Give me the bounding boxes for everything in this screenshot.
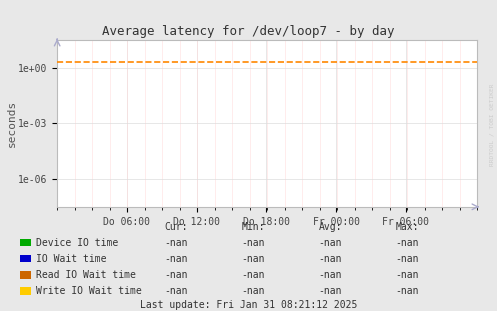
Text: -nan: -nan xyxy=(319,286,342,296)
Text: -nan: -nan xyxy=(396,254,419,264)
Text: Max:: Max: xyxy=(396,222,419,232)
Text: Average latency for /dev/loop7 - by day: Average latency for /dev/loop7 - by day xyxy=(102,25,395,38)
Text: -nan: -nan xyxy=(396,238,419,248)
Text: -nan: -nan xyxy=(242,238,265,248)
Text: Last update: Fri Jan 31 08:21:12 2025: Last update: Fri Jan 31 08:21:12 2025 xyxy=(140,300,357,310)
Text: -nan: -nan xyxy=(242,286,265,296)
Text: -nan: -nan xyxy=(165,238,188,248)
Text: Device IO time: Device IO time xyxy=(36,238,118,248)
Text: -nan: -nan xyxy=(396,286,419,296)
Text: RRDTOOL / TOBI OETIKER: RRDTOOL / TOBI OETIKER xyxy=(490,83,495,166)
Text: Cur:: Cur: xyxy=(165,222,188,232)
Y-axis label: seconds: seconds xyxy=(6,100,17,147)
Text: Avg:: Avg: xyxy=(319,222,342,232)
Text: IO Wait time: IO Wait time xyxy=(36,254,106,264)
Text: Write IO Wait time: Write IO Wait time xyxy=(36,286,142,296)
Text: -nan: -nan xyxy=(396,270,419,280)
Text: -nan: -nan xyxy=(165,270,188,280)
Text: -nan: -nan xyxy=(242,270,265,280)
Text: -nan: -nan xyxy=(165,286,188,296)
Text: -nan: -nan xyxy=(165,254,188,264)
Text: Min:: Min: xyxy=(242,222,265,232)
Text: Read IO Wait time: Read IO Wait time xyxy=(36,270,136,280)
Text: -nan: -nan xyxy=(319,238,342,248)
Text: -nan: -nan xyxy=(319,254,342,264)
Text: -nan: -nan xyxy=(242,254,265,264)
Text: -nan: -nan xyxy=(319,270,342,280)
